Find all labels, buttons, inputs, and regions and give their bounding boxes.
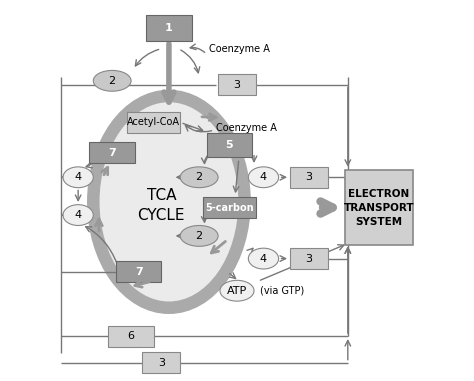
Text: 3: 3 <box>305 172 312 182</box>
Text: 5: 5 <box>226 140 233 150</box>
FancyBboxPatch shape <box>116 261 161 282</box>
Ellipse shape <box>180 167 218 188</box>
FancyBboxPatch shape <box>146 14 191 41</box>
Text: 2: 2 <box>109 76 116 86</box>
Text: (via GTP): (via GTP) <box>260 286 304 296</box>
Ellipse shape <box>248 248 279 269</box>
Ellipse shape <box>180 226 218 246</box>
Text: ELECTRON
TRANSPORT
SYSTEM: ELECTRON TRANSPORT SYSTEM <box>344 189 414 227</box>
FancyBboxPatch shape <box>290 248 328 269</box>
Ellipse shape <box>248 167 279 188</box>
Text: 2: 2 <box>196 172 203 182</box>
Text: 3: 3 <box>305 254 312 264</box>
Text: Acetyl-CoA: Acetyl-CoA <box>128 117 180 127</box>
FancyBboxPatch shape <box>207 133 252 157</box>
Text: 4: 4 <box>260 172 267 182</box>
FancyBboxPatch shape <box>90 142 135 163</box>
Text: Coenzyme A: Coenzyme A <box>216 123 277 133</box>
Text: 2: 2 <box>196 231 203 241</box>
FancyBboxPatch shape <box>143 352 180 373</box>
Text: 6: 6 <box>128 331 135 341</box>
FancyBboxPatch shape <box>128 112 180 133</box>
Text: 4: 4 <box>74 210 82 220</box>
Ellipse shape <box>63 205 93 226</box>
Text: Coenzyme A: Coenzyme A <box>209 44 270 54</box>
Text: TCA
CYCLE: TCA CYCLE <box>137 188 185 223</box>
Text: ATP: ATP <box>227 286 247 296</box>
Text: 4: 4 <box>74 172 82 182</box>
FancyBboxPatch shape <box>345 170 413 245</box>
Text: 5-carbon: 5-carbon <box>205 203 254 213</box>
Text: 3: 3 <box>158 358 165 368</box>
FancyBboxPatch shape <box>290 167 328 188</box>
Text: 7: 7 <box>135 267 143 277</box>
Text: 1: 1 <box>165 23 173 33</box>
FancyBboxPatch shape <box>203 197 256 218</box>
Ellipse shape <box>220 280 254 301</box>
Text: 7: 7 <box>109 148 116 158</box>
Ellipse shape <box>93 70 131 91</box>
Ellipse shape <box>93 96 245 308</box>
Ellipse shape <box>63 167 93 188</box>
Text: 3: 3 <box>234 80 240 90</box>
Text: 4: 4 <box>260 254 267 264</box>
FancyBboxPatch shape <box>218 74 256 95</box>
FancyBboxPatch shape <box>109 326 154 346</box>
